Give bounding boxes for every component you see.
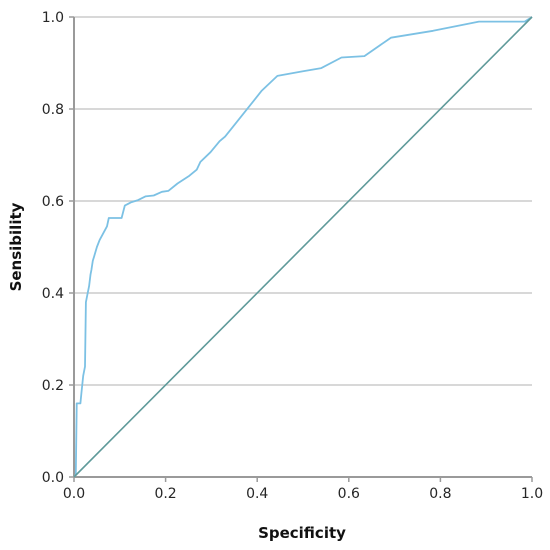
y-tick-label-1: 0.2 [42, 378, 64, 394]
x-tick-label-3: 0.6 [338, 486, 360, 502]
x-tick-labels: 0.0 0.2 0.4 0.6 0.8 1.0 [63, 477, 543, 502]
y-tick-label-0: 0.0 [42, 470, 64, 486]
reference-curve [73, 16, 533, 478]
y-tick-label-5: 1.0 [42, 10, 64, 26]
x-tick-label-2: 0.4 [246, 486, 268, 502]
y-tick-label-2: 0.4 [42, 286, 64, 302]
x-tick-label-0: 0.0 [63, 486, 85, 502]
x-tick-label-1: 0.2 [154, 486, 176, 502]
y-tick-label-3: 0.6 [42, 194, 64, 210]
series-layer [73, 16, 533, 478]
y-axis-title: Sensibility [7, 202, 25, 291]
y-tick-label-4: 0.8 [42, 102, 64, 118]
x-tick-label-4: 0.8 [429, 486, 451, 502]
axes [73, 17, 532, 478]
y-tick-labels: 0.0 0.2 0.4 0.6 0.8 1.0 [42, 10, 74, 486]
x-tick-label-5: 1.0 [521, 486, 543, 502]
roc-curve [73, 16, 533, 478]
x-axis-title: Specificity [258, 524, 346, 542]
